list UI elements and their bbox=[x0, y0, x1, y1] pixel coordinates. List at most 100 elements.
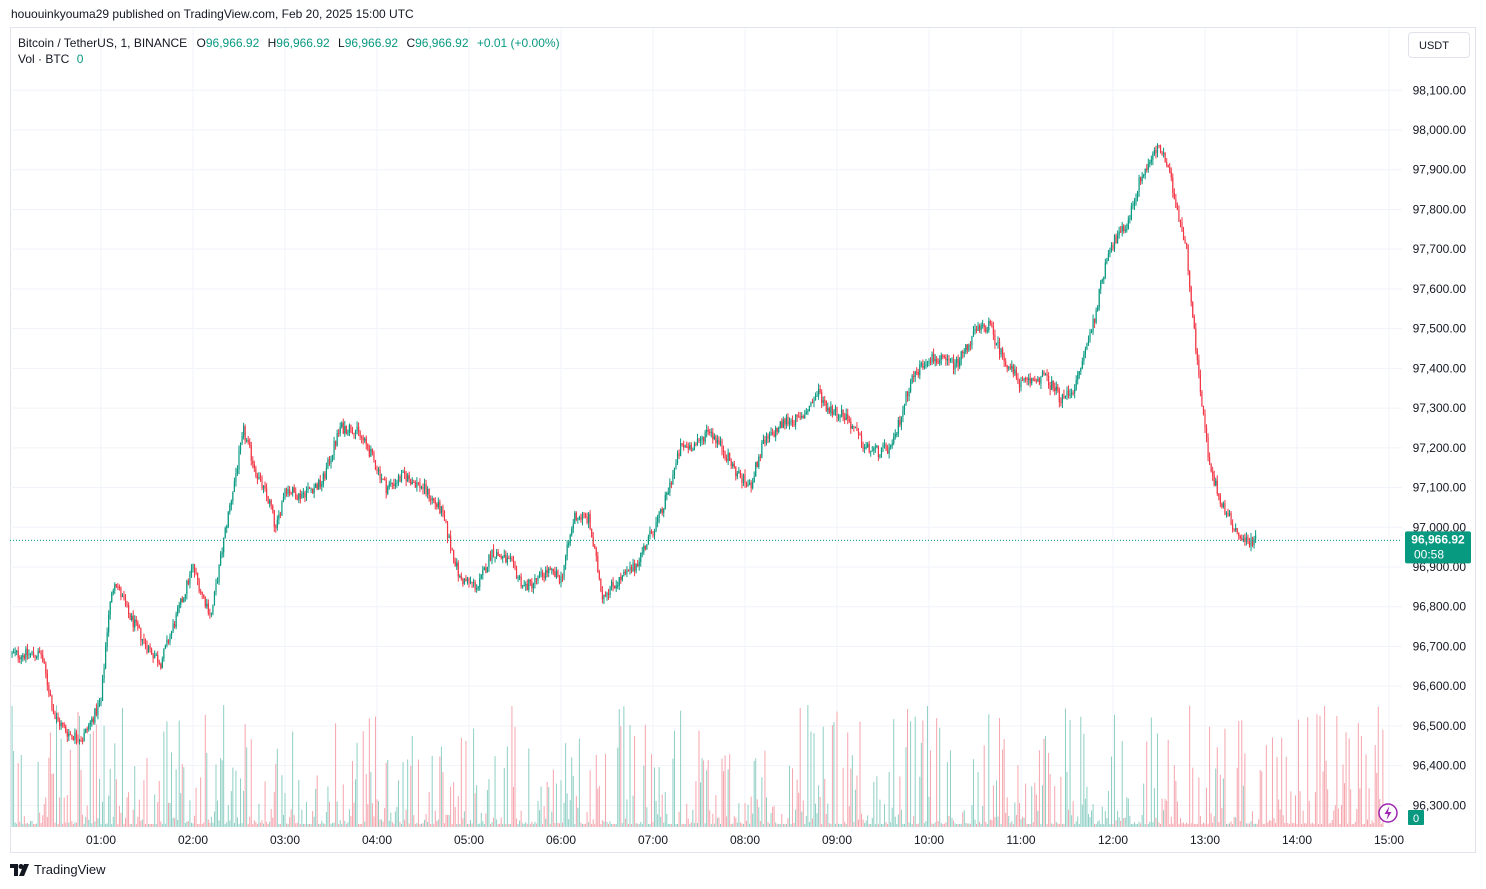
candle-body bbox=[503, 555, 505, 557]
candle-body bbox=[177, 607, 179, 615]
volume-bar bbox=[1354, 821, 1356, 827]
candle-body bbox=[939, 359, 941, 364]
volume-bar bbox=[703, 760, 705, 827]
volume-bar bbox=[1097, 821, 1099, 827]
candle-body bbox=[641, 552, 643, 554]
candle-body bbox=[112, 590, 114, 593]
candle-body bbox=[776, 427, 778, 432]
volume-bar bbox=[71, 821, 73, 827]
volume-bar bbox=[103, 725, 105, 827]
volume-bar bbox=[397, 780, 399, 827]
candle-body bbox=[942, 355, 944, 357]
volume-bar bbox=[325, 812, 327, 827]
volume-bar bbox=[804, 823, 806, 827]
candle-body bbox=[1138, 177, 1140, 192]
candle-body bbox=[906, 391, 909, 397]
volume-bar bbox=[1184, 823, 1186, 827]
volume-bars bbox=[11, 705, 1384, 827]
volume-bar bbox=[57, 824, 59, 827]
volume-bar bbox=[419, 823, 421, 827]
candle-body bbox=[799, 416, 801, 418]
candle-body bbox=[351, 431, 354, 434]
symbol-title[interactable]: Bitcoin / TetherUS, 1, BINANCE bbox=[18, 36, 188, 50]
volume-bar bbox=[992, 785, 994, 827]
open-label: O bbox=[196, 36, 206, 50]
volume-bar bbox=[1334, 805, 1336, 827]
volume-bar bbox=[853, 822, 855, 827]
candle-body bbox=[1067, 390, 1070, 396]
volume-bar bbox=[519, 820, 521, 827]
candle-body bbox=[630, 567, 633, 572]
candle-body bbox=[506, 557, 508, 563]
volume-bar bbox=[696, 823, 698, 827]
candle-body bbox=[721, 440, 723, 451]
candle-body bbox=[569, 535, 571, 544]
candle-body bbox=[1130, 206, 1132, 219]
volume-bar bbox=[805, 816, 807, 827]
volume-bar bbox=[626, 799, 628, 827]
candle-body bbox=[341, 422, 343, 427]
volume-bar bbox=[1041, 785, 1043, 827]
volume-bar bbox=[663, 822, 665, 827]
volume-bar bbox=[897, 814, 899, 827]
candle-body bbox=[465, 578, 467, 582]
volume-bar bbox=[899, 776, 901, 827]
candle-body bbox=[14, 651, 16, 653]
volume-bar bbox=[342, 784, 344, 827]
candle-body bbox=[261, 477, 263, 489]
candle-body bbox=[512, 559, 515, 563]
volume-bar bbox=[109, 768, 111, 827]
candle-body bbox=[962, 351, 964, 354]
candle-body bbox=[407, 475, 409, 482]
change-value: +0.01 (+0.00%) bbox=[476, 36, 560, 50]
volume-bar bbox=[539, 810, 541, 827]
volume-bar bbox=[263, 823, 265, 827]
candle-body bbox=[193, 564, 196, 573]
volume-bar bbox=[364, 821, 366, 827]
volume-bar bbox=[1219, 774, 1221, 827]
candle-body bbox=[207, 603, 209, 614]
volume-bar bbox=[1052, 823, 1054, 827]
volume-bar bbox=[108, 795, 110, 827]
volume-bar bbox=[585, 823, 587, 827]
candle-body bbox=[798, 416, 800, 418]
volume-bar bbox=[724, 755, 726, 827]
volume-bar bbox=[137, 816, 139, 827]
candle-body bbox=[1089, 332, 1091, 341]
volume-bar bbox=[1311, 822, 1313, 827]
volume-bar bbox=[1028, 823, 1030, 827]
volume-bar bbox=[744, 803, 746, 827]
lightning-icon[interactable] bbox=[1378, 803, 1398, 823]
candle-body bbox=[782, 419, 784, 428]
candle-body bbox=[1017, 377, 1019, 383]
volume-bar bbox=[920, 742, 922, 827]
candle-body bbox=[592, 536, 594, 546]
volume-bar bbox=[916, 823, 918, 827]
volume-bar bbox=[51, 773, 53, 827]
volume-bar bbox=[1250, 821, 1252, 827]
volume-label[interactable]: Vol · BTC bbox=[18, 52, 70, 66]
volume-bar bbox=[1069, 719, 1071, 827]
candle-body bbox=[292, 487, 294, 494]
volume-bar bbox=[650, 754, 652, 827]
candle-body bbox=[963, 352, 965, 354]
candle-body bbox=[975, 328, 978, 331]
candle-body bbox=[28, 653, 30, 656]
volume-bar bbox=[1248, 823, 1250, 827]
currency-button[interactable]: USDT bbox=[1408, 32, 1470, 58]
volume-bar bbox=[953, 820, 955, 827]
candle-body bbox=[1127, 219, 1129, 230]
candle-body bbox=[69, 733, 71, 735]
volume-bar bbox=[654, 767, 656, 827]
volume-bar bbox=[726, 816, 728, 827]
candle-body bbox=[692, 450, 694, 452]
volume-bar bbox=[102, 801, 104, 827]
volume-bar bbox=[121, 708, 123, 827]
volume-bar bbox=[816, 813, 818, 827]
candle-body bbox=[377, 469, 380, 472]
candle-body bbox=[1097, 307, 1099, 311]
candle-body bbox=[1113, 235, 1116, 249]
candle-body bbox=[468, 578, 470, 583]
volume-bar bbox=[1078, 823, 1080, 827]
